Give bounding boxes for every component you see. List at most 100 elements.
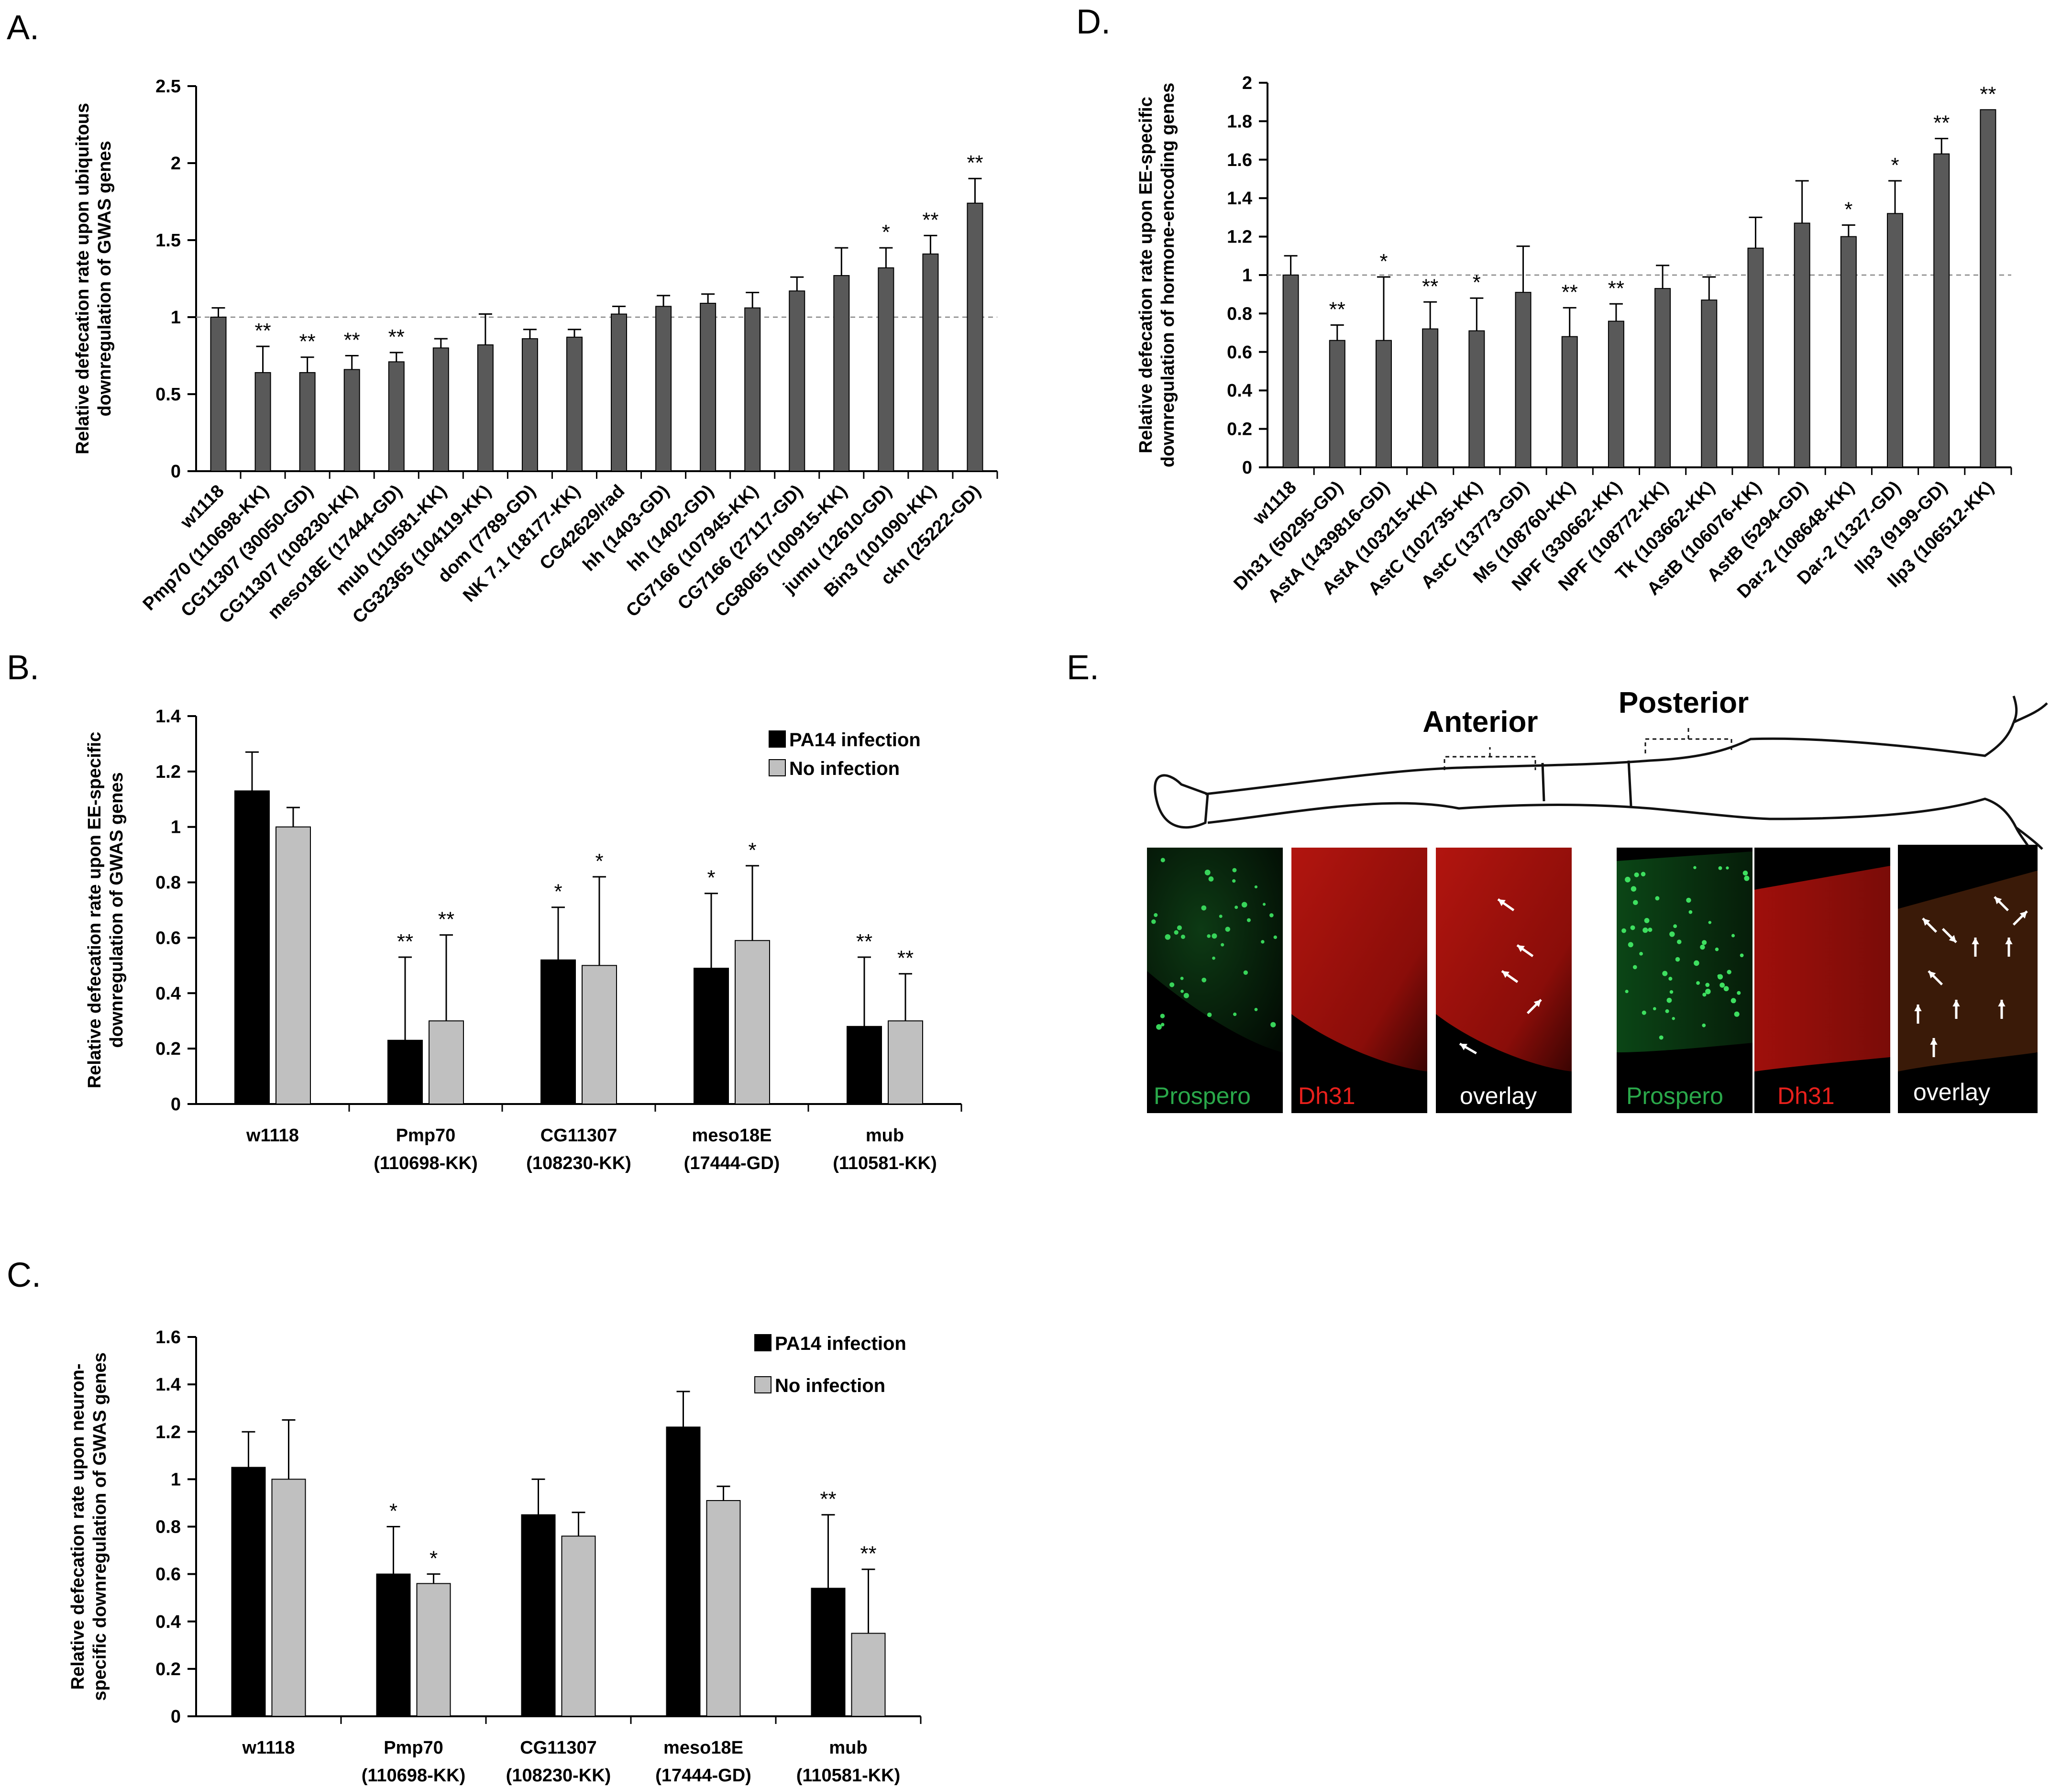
anterior-micrograph-dh31: Dh31 — [1291, 848, 1427, 1113]
posterior-prospero-label: Prospero — [1626, 1082, 1723, 1109]
posterior-dh31-label: Dh31 — [1777, 1082, 1835, 1109]
panel-d: D. Relative defecation rate upon EE-spec… — [1076, 3, 2012, 607]
y-axis-label-line: Relative defecation rate upon EE-specifi… — [85, 732, 105, 1088]
prospero-dot — [1628, 942, 1633, 948]
prospero-dot — [1207, 934, 1211, 938]
prospero-dot — [1686, 897, 1691, 903]
bar — [922, 253, 939, 472]
prospero-dot — [1621, 928, 1626, 933]
y-tick-label: 1.4 — [1227, 188, 1252, 209]
prospero-dot — [1742, 870, 1748, 876]
significance-marker: * — [595, 850, 603, 873]
y-tick-label: 1.8 — [1227, 111, 1252, 132]
significance-marker: ** — [1980, 82, 1996, 106]
bar — [1608, 320, 1624, 468]
prospero-dot — [1723, 986, 1729, 992]
significance-marker: * — [1379, 250, 1388, 273]
bar — [231, 1467, 266, 1717]
significance-marker: ** — [299, 330, 316, 353]
prospero-dot — [1653, 1007, 1656, 1011]
bar — [655, 306, 672, 472]
bar — [735, 940, 770, 1104]
legend-label: PA14 infection — [789, 729, 921, 751]
panel-e-label: E. — [1067, 649, 1099, 687]
y-tick-label: 1 — [171, 1469, 181, 1490]
prospero-dot — [1688, 910, 1693, 914]
y-tick-label: 1 — [1242, 265, 1252, 286]
bar — [376, 1573, 411, 1717]
significance-marker: * — [748, 839, 756, 862]
bar — [210, 317, 227, 472]
y-tick-label: 0.2 — [155, 1039, 181, 1059]
y-tick-label: 0.8 — [1227, 304, 1252, 324]
significance-marker: ** — [1933, 111, 1950, 135]
significance-marker: ** — [388, 325, 405, 349]
anterior-overlay-arrows — [1459, 898, 1542, 1055]
prospero-dot — [1642, 1010, 1646, 1015]
panel-d-label: D. — [1076, 3, 1111, 41]
significance-marker: ** — [1608, 276, 1624, 300]
category-label: Pmp70 — [396, 1126, 456, 1146]
category-label: w1118 — [242, 1738, 295, 1758]
prospero-dot — [1744, 875, 1750, 881]
prospero-dot — [1243, 970, 1248, 975]
legend-swatch — [769, 730, 786, 748]
y-axis-label-line: downregulation of hormone-encoding genes — [1158, 83, 1178, 467]
prospero-dot — [1262, 903, 1266, 906]
category-label: (110581-KK) — [833, 1153, 937, 1173]
prospero-dot — [1165, 934, 1171, 940]
significance-marker: * — [554, 880, 562, 904]
prospero-dot — [1673, 924, 1677, 928]
bar — [582, 965, 617, 1105]
prospero-dot — [1708, 921, 1712, 924]
category-label: (17444-GD) — [684, 1153, 780, 1173]
prospero-dot — [1174, 930, 1179, 935]
prospero-dot — [1642, 928, 1648, 933]
prospero-dot — [1625, 990, 1629, 994]
y-tick-label: 0 — [171, 1094, 181, 1115]
y-tick-label: 0.6 — [155, 928, 181, 948]
y-tick-label: 1 — [171, 308, 181, 328]
arrow-head — [1998, 1000, 2006, 1007]
significance-marker: ** — [438, 908, 454, 931]
y-axis-label-line: specific downregulation of GWAS genes — [90, 1352, 110, 1701]
y-tick-label: 0 — [171, 1707, 181, 1727]
legend-label: No infection — [775, 1375, 885, 1396]
bar — [706, 1500, 741, 1717]
arrow-head — [1502, 971, 1510, 978]
prospero-dot — [1726, 866, 1729, 870]
bar — [1840, 236, 1857, 468]
significance-marker: * — [1891, 154, 1899, 177]
chart-c: Relative defecation rate upon neuron-spe… — [68, 1327, 922, 1786]
posterior-overlay-label: overlay — [1913, 1079, 1990, 1105]
anterior-micrograph-prospero: Prospero — [1147, 848, 1283, 1113]
prospero-dot — [1204, 870, 1211, 875]
bar — [1933, 153, 1950, 468]
prospero-dot — [1180, 934, 1185, 939]
prospero-dot — [1705, 983, 1710, 987]
prospero-dot — [1727, 970, 1731, 974]
bar — [1980, 109, 1996, 468]
anterior-bracket — [1444, 747, 1536, 770]
bar — [694, 968, 729, 1105]
arrow-head — [1914, 1005, 1922, 1012]
significance-marker: ** — [397, 930, 413, 953]
prospero-dot — [1701, 940, 1707, 945]
y-tick-label: 2 — [171, 154, 181, 174]
bar — [611, 313, 628, 472]
bar — [1794, 222, 1810, 468]
bar — [666, 1426, 701, 1717]
bar — [566, 336, 583, 472]
panel-b: B. Relative defecation rate upon EE-spec… — [7, 649, 962, 1173]
anterior-micrograph-overlay: overlay — [1436, 848, 1572, 1113]
y-tick-label: 0.5 — [155, 385, 181, 405]
panel-b-label: B. — [7, 649, 39, 687]
bar — [744, 307, 761, 472]
prospero-dot — [1180, 989, 1184, 993]
prospero-dot — [1719, 983, 1725, 988]
arrow-head — [1929, 971, 1936, 979]
prospero-dot — [1630, 925, 1635, 930]
bar — [1701, 299, 1718, 468]
prospero-dot — [1717, 974, 1721, 978]
legend-swatch — [769, 759, 786, 776]
